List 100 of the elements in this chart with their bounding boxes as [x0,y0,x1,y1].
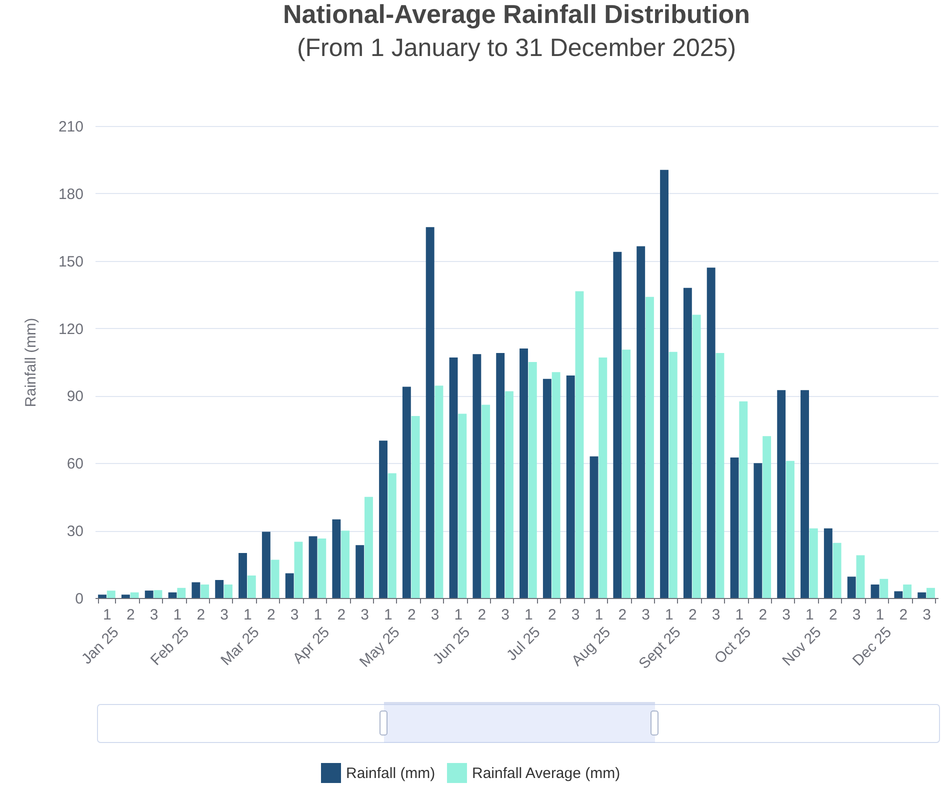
y-tick-label: 60 [66,456,84,473]
text: Mar 25 [218,624,263,669]
x-tick-label: 1 [665,606,674,624]
chart-title: National-Average Rainfall Distribution [282,0,750,29]
bar [590,456,598,598]
x-tick-label: 2 [618,606,627,624]
bar [918,592,926,598]
bar [870,584,880,598]
bar [98,594,106,598]
bar [505,391,514,598]
bar [856,555,865,598]
y-tick-label: 210 [58,118,84,136]
x-tick-label: 3 [220,606,228,624]
bar [613,252,622,598]
bar [106,590,116,598]
bar [341,530,350,598]
bar [716,353,724,598]
bar [121,594,130,598]
bar [318,538,326,598]
text: Oct 25 [711,624,755,668]
bar [552,372,560,598]
bar [262,532,270,598]
bar [294,542,303,598]
x-tick-label: 3 [922,606,931,624]
y-tick-label: 150 [58,253,84,270]
bar [566,375,575,598]
bar [762,436,772,598]
x-tick-label: 3 [782,606,790,624]
x-tick-label: 2 [126,606,135,624]
bar [777,390,786,598]
bar [542,378,552,598]
bar [730,458,739,598]
bar [192,582,200,598]
x-tick-label: 2 [828,606,838,624]
bar [215,580,224,598]
x-tick-label: 2 [899,606,908,624]
bar [434,386,444,598]
bar [472,354,482,598]
bar [894,591,903,598]
x-tick-label: 3 [642,606,650,624]
bar [692,314,701,598]
text: Jan 25 [78,624,122,668]
legend-label: Rainfall Average (mm) [472,765,620,782]
text: Dec 25 [849,624,896,670]
bar [646,296,654,598]
bar [168,592,177,598]
text: May 25 [356,624,404,671]
bar [177,588,186,598]
x-tick-label: 3 [571,606,580,624]
y-tick-label: 90 [66,388,84,406]
bar [364,496,373,598]
bar [449,358,458,598]
x-tick-label: 3 [150,606,158,624]
x-tick-label: 3 [501,606,510,624]
bar [144,590,154,598]
x-tick-label: 1 [594,606,604,624]
bar [154,590,162,598]
y-tick-label: 180 [58,186,84,203]
x-tick-label: 3 [290,606,299,624]
y-axis-title: Rainfall (mm) [22,318,40,408]
bar [575,291,584,598]
bar [598,358,608,598]
bar [426,227,434,598]
x-tick-label: 1 [103,606,112,624]
x-tick-label: 2 [266,606,276,624]
chart-subtitle: (From 1 January to 31 December 2025) [296,34,736,62]
x-tick-label: 1 [454,606,463,624]
text: Aug 25 [568,624,614,670]
x-tick-label: 1 [244,606,252,624]
x-tick-label: 3 [430,606,440,624]
bar [660,170,668,598]
x-tick-label: 2 [407,606,416,624]
bar [130,592,139,598]
text: Jun 25 [430,624,474,668]
x-tick-label: 2 [688,606,697,624]
legend-label: Rainfall (mm) [346,765,436,782]
bar [636,246,646,598]
bar [332,519,341,598]
text: Nov 25 [779,624,825,670]
x-tick-label: 1 [384,606,392,624]
y-tick-label: 120 [58,320,84,338]
bar [668,352,678,598]
bar [238,553,247,598]
x-tick-label: 2 [337,606,346,624]
y-tick-label: 30 [66,523,84,540]
bar [754,463,762,598]
x-tick-label: 1 [876,606,884,624]
bar [379,440,388,598]
bar [809,528,818,598]
bar [411,416,420,598]
x-tick-label: 3 [360,606,369,624]
x-tick-label: 1 [524,606,533,624]
bar [285,573,294,598]
bar [247,576,256,598]
bar [832,542,842,598]
x-tick-label: 2 [478,606,486,624]
text: Apr 25 [290,624,334,668]
bar [270,560,280,598]
bar [224,584,232,598]
x-tick-label: 1 [806,606,814,624]
